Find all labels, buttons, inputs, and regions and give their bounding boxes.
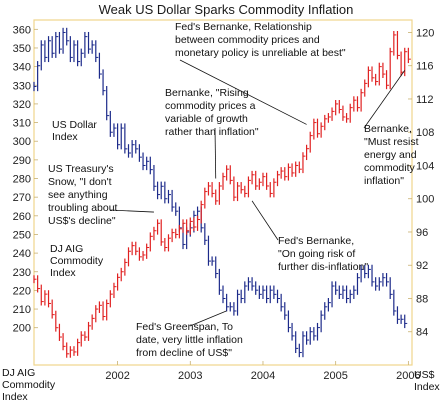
- commodity-index-series: [33, 31, 411, 358]
- annotation-a1-line: between commodity prices and: [175, 34, 320, 46]
- annotation-a1-line: monetary policy is unreliable at best": [175, 47, 346, 59]
- annotation-pointers: [109, 59, 406, 327]
- series-label-commodity-line: DJ AIG: [50, 243, 83, 255]
- right-tick-label: 112: [416, 94, 434, 106]
- annotation-a2-line: variable of growth: [165, 113, 248, 125]
- left-tick-label: 270: [13, 192, 31, 204]
- right-axis-title: US$ Index: [414, 369, 440, 393]
- chart-title: Weak US Dollar Sparks Commodity Inflatio…: [99, 2, 354, 17]
- annotation-a2-line: rather than inflation": [165, 126, 259, 138]
- annotation-pointer: [109, 209, 154, 213]
- left-axis-title-line: DJ AIG: [2, 367, 35, 379]
- x-tick-label: 2003: [178, 370, 202, 382]
- x-axis-ticks: 2002 2003 2004 2005 2006: [105, 361, 421, 382]
- left-tick-label: 220: [13, 285, 31, 297]
- left-tick-label: 200: [13, 323, 31, 335]
- series-label-commodity: DJ AIG Commodity Index: [50, 243, 104, 279]
- x-tick-label: 2005: [323, 370, 347, 382]
- right-tick-label: 116: [416, 61, 434, 73]
- left-tick-label: 320: [13, 99, 31, 111]
- annotation-a3-line: "Must resist: [364, 136, 419, 148]
- annotation-pointer: [251, 200, 279, 241]
- x-tick-label: 2002: [105, 370, 129, 382]
- left-tick-label: 290: [13, 155, 31, 167]
- left-tick-label: 350: [13, 43, 31, 55]
- annotation-a6-line: date, very little inflation: [136, 334, 243, 346]
- left-tick-label: 250: [13, 229, 31, 241]
- left-axis-title-line: Index: [2, 391, 28, 401]
- annotation-a4-line: US Treasury's: [48, 163, 114, 175]
- annotation-a6: Fed's Greenspan, To date, very little inf…: [136, 321, 243, 359]
- right-tick-label: 100: [416, 194, 434, 206]
- right-tick-label: 108: [416, 127, 434, 139]
- right-tick-label: 120: [416, 27, 434, 39]
- annotation-a4-line: troubling about: [48, 202, 118, 214]
- annotation-a6-line: from decline of US$": [136, 347, 232, 359]
- annotation-pointer: [189, 310, 227, 327]
- right-axis-ticks: 84 88 92 96 100 104 108 112 116 120: [408, 27, 434, 339]
- left-axis-ticks: 200 210 220 230 240 250 260 270 280 290 300 310 320 3…: [13, 24, 38, 335]
- left-tick-label: 240: [13, 248, 31, 260]
- left-tick-label: 300: [13, 136, 31, 148]
- annotation-a2-line: Bernanke, "Rising: [165, 87, 249, 99]
- right-tick-label: 92: [416, 260, 428, 272]
- left-axis-title-line: Commodity: [2, 379, 56, 391]
- annotation-a4: US Treasury's Snow, "I don't see anything t…: [48, 163, 118, 227]
- annotation-a5-line: "On going risk of: [278, 248, 355, 260]
- series-layer: [33, 27, 411, 358]
- annotation-pointer: [214, 127, 217, 179]
- series-label-usd-line: US Dollar: [52, 119, 97, 131]
- x-tick-label: 2004: [251, 370, 275, 382]
- usd-index-series: [33, 27, 408, 358]
- left-tick-label: 230: [13, 267, 31, 279]
- annotation-a1: Fed's Bernanke, Relationship between comm…: [175, 21, 346, 59]
- annotations: Fed's Bernanke, Relationship between comm…: [48, 21, 419, 359]
- annotation-a6-line: Fed's Greenspan, To: [136, 321, 233, 333]
- annotation-a4-line: US$'s decline": [48, 215, 116, 227]
- right-axis-title-line: US$: [414, 369, 435, 381]
- left-tick-label: 310: [13, 118, 31, 130]
- left-tick-label: 210: [13, 304, 31, 316]
- annotation-pointer: [363, 70, 406, 129]
- annotation-a3-line: energy and: [364, 149, 417, 161]
- left-tick-label: 260: [13, 211, 31, 223]
- right-tick-label: 96: [416, 227, 428, 239]
- annotation-a5-line: further dis-inflation": [278, 261, 368, 273]
- annotation-a5: Fed's Bernanke, "On going risk of further …: [278, 235, 368, 273]
- x-tick-label: 2006: [396, 370, 420, 382]
- left-axis-title: DJ AIG Commodity Index: [2, 367, 56, 401]
- plot-frame: [33, 19, 413, 366]
- left-tick-label: 340: [13, 62, 31, 74]
- right-tick-label: 84: [416, 327, 428, 339]
- annotation-a4-line: Snow, "I don't: [48, 176, 112, 188]
- annotation-a2: Bernanke, "Rising commodity prices a varia…: [165, 87, 259, 138]
- right-tick-label: 88: [416, 293, 428, 305]
- annotation-a4-line: see anything: [48, 189, 108, 201]
- series-label-usd: US Dollar Index: [52, 119, 97, 143]
- series-label-commodity-line: Index: [50, 267, 76, 279]
- annotation-a5-line: Fed's Bernanke,: [278, 235, 354, 247]
- series-label-usd-line: Index: [52, 131, 78, 143]
- left-tick-label: 330: [13, 80, 31, 92]
- annotation-a3-line: inflation": [364, 175, 404, 187]
- left-tick-label: 360: [13, 24, 31, 36]
- annotation-a1-line: Fed's Bernanke, Relationship: [175, 21, 312, 33]
- series-label-commodity-line: Commodity: [50, 255, 104, 267]
- left-tick-label: 280: [13, 174, 31, 186]
- right-tick-label: 104: [416, 160, 434, 172]
- annotation-a3-line: Bernanke,: [364, 123, 412, 135]
- annotation-a2-line: commodity prices a: [165, 100, 256, 112]
- right-axis-title-line: Index: [414, 381, 440, 393]
- annotation-a3: Bernanke, "Must resist energy and commodity…: [364, 123, 419, 187]
- annotation-pointer: [179, 59, 307, 125]
- annotation-a3-line: commodity: [364, 162, 416, 174]
